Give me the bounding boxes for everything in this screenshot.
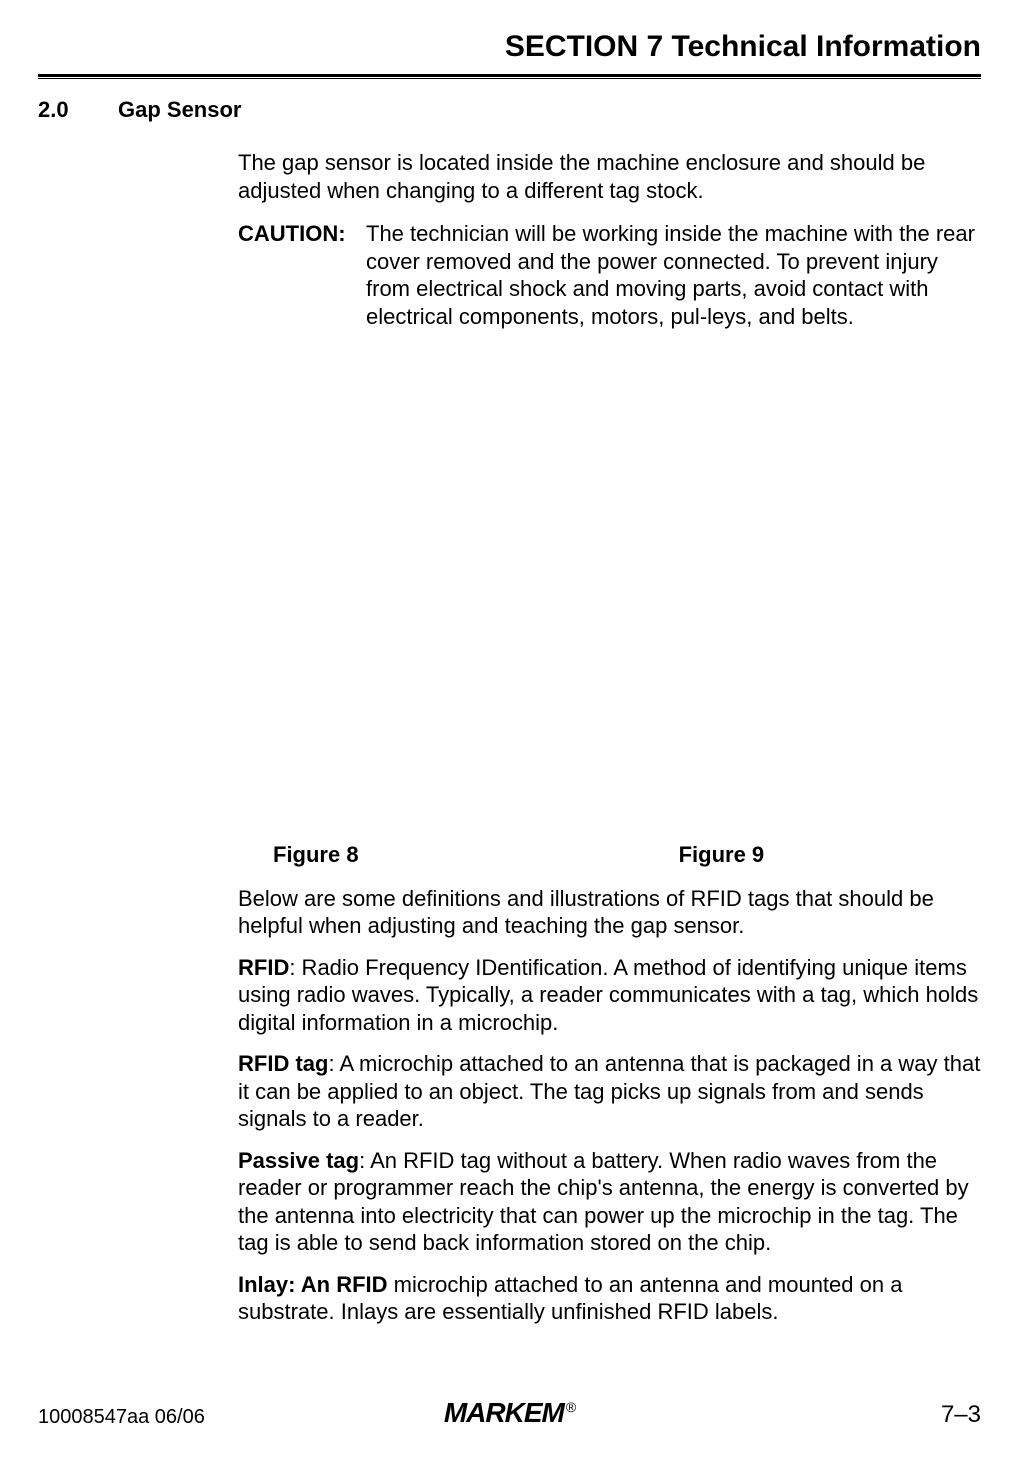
definitions-intro: Below are some definitions and illustrat… <box>238 885 981 940</box>
term-inlay: Inlay: An RFID <box>238 1272 388 1297</box>
title-underline <box>38 74 981 79</box>
term-passive-tag: Passive tag <box>238 1148 359 1173</box>
footer-doc-id: 10008547aa 06/06 <box>38 1406 205 1429</box>
definition-inlay: Inlay: An RFID microchip attached to an … <box>238 1271 981 1326</box>
subsection-title: Gap Sensor <box>118 97 241 123</box>
figure-9-label: Figure 9 <box>679 841 765 869</box>
definition-rfid-tag: RFID tag: A microchip attached to an ant… <box>238 1050 981 1133</box>
page-footer: 10008547aa 06/06 MARKEM ® 7–3 <box>38 1401 981 1429</box>
content-block: The gap sensor is located inside the mac… <box>238 149 981 1326</box>
registered-mark-icon: ® <box>566 1399 575 1415</box>
footer-brand: MARKEM ® <box>444 1397 575 1429</box>
caution-block: CAUTION: The technician will be working … <box>238 220 981 330</box>
definition-rfid: RFID: Radio Frequency IDentification. A … <box>238 954 981 1037</box>
figure-8-label: Figure 8 <box>273 841 359 869</box>
term-rfid: RFID <box>238 955 289 980</box>
text-rfid-tag: : A microchip attached to an antenna tha… <box>238 1051 980 1131</box>
section-title: SECTION 7 Technical Information <box>38 30 981 64</box>
brand-name: MARKEM <box>444 1397 564 1429</box>
subsection-header: 2.0 Gap Sensor <box>38 97 981 123</box>
caution-text: The technician will be working inside th… <box>366 220 981 330</box>
caution-label: CAUTION: <box>238 220 366 330</box>
subsection-number: 2.0 <box>38 97 118 123</box>
figure-placeholder <box>238 346 981 841</box>
footer-page-number: 7–3 <box>941 1401 981 1429</box>
definition-passive-tag: Passive tag: An RFID tag without a batte… <box>238 1147 981 1257</box>
figure-labels-row: Figure 8 Figure 9 <box>238 841 981 869</box>
intro-paragraph: The gap sensor is located inside the mac… <box>238 149 981 204</box>
text-rfid: : Radio Frequency IDentification. A meth… <box>238 955 978 1035</box>
term-rfid-tag: RFID tag <box>238 1051 328 1076</box>
